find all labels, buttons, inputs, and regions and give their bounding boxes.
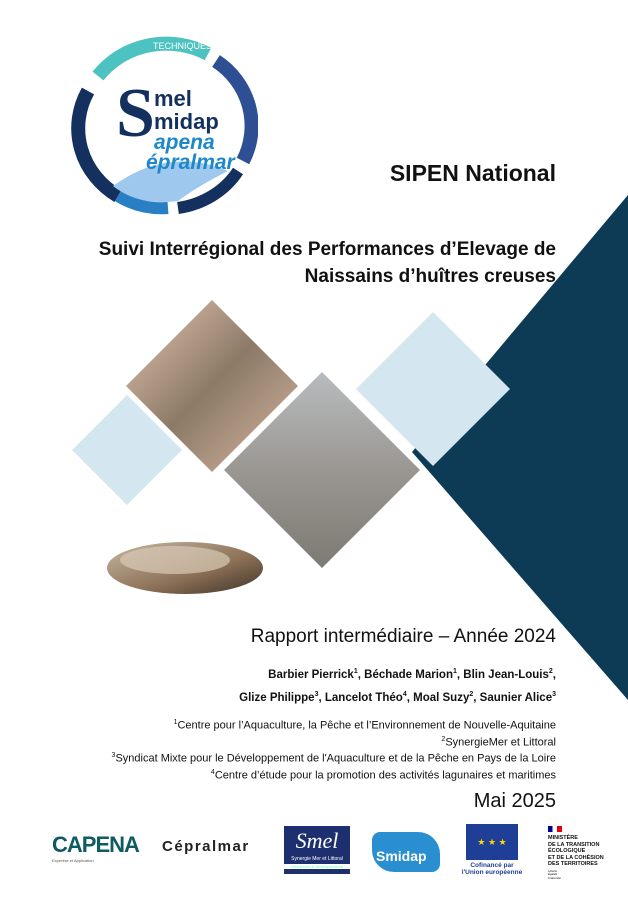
eu-flag-icon: ★ ★ ★ bbox=[466, 824, 518, 860]
light-diamond-right bbox=[356, 312, 510, 466]
affiliation-item: 1Centre pour l’Aquaculture, la Pêche et … bbox=[173, 719, 556, 732]
logo-smel: mel bbox=[154, 86, 192, 111]
cepralmar-logo: Cépralmar bbox=[162, 838, 250, 855]
publication-date: Mai 2025 bbox=[473, 790, 556, 812]
affiliation-item: 2SynergieMer et Littoral bbox=[441, 735, 556, 749]
svg-text:apena: apena bbox=[154, 131, 215, 154]
ministere-logo: MINISTÈRE DE LA TRANSITION ÉCOLOGIQUE ET DE… bbox=[548, 826, 604, 880]
eu-cofinance-label: Cofinancé par l'Union européenne bbox=[461, 862, 523, 876]
navy-triangle bbox=[412, 195, 628, 700]
consortium-logo: TECHNIQUES mel midap apena épralmar S bbox=[71, 36, 258, 215]
light-diamond-left bbox=[72, 395, 182, 505]
svg-text:S: S bbox=[116, 75, 155, 152]
svg-text:midap: midap bbox=[154, 109, 219, 134]
photo-oyster-spat-hand bbox=[126, 300, 298, 472]
photo-oyster-farm-aerial bbox=[224, 372, 420, 568]
affiliation-item: 3Syndicat Mixte pour le Développement de… bbox=[111, 752, 556, 765]
capena-logo: CAPENA Expertise et Application bbox=[52, 832, 140, 863]
svg-text:TECHNIQUES: TECHNIQUES bbox=[153, 41, 212, 51]
photo-oyster-shell bbox=[107, 542, 263, 594]
french-flag-icon bbox=[548, 826, 562, 832]
affiliations: 1Centre pour l’Aquaculture, la Pêche et … bbox=[112, 716, 556, 783]
report-label: Rapport intermédiaire – Année 2024 bbox=[250, 626, 556, 647]
document-title: SIPEN National bbox=[389, 160, 556, 186]
svg-text:épralmar: épralmar bbox=[146, 151, 237, 174]
smidap-logo: Smidap bbox=[372, 832, 440, 872]
affiliation-item: 4Centre d’étude pour la promotion des ac… bbox=[210, 768, 556, 782]
document-subtitle: Suivi Interrégional des Performances d’E… bbox=[98, 239, 556, 287]
smel-logo: Smel Synergie Mer et Littoral Recherche … bbox=[284, 826, 350, 874]
authors: Barbier Pierrick1, Béchade Marion1, Blin… bbox=[239, 668, 556, 704]
